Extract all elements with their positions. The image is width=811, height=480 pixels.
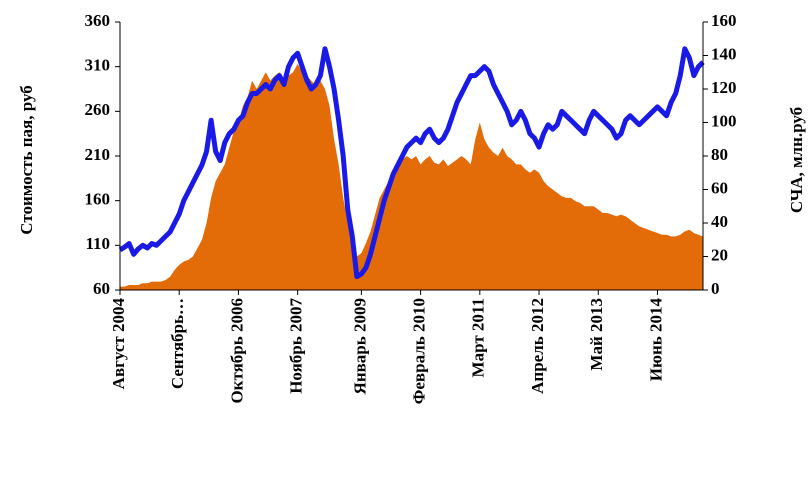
y-tick-label: 60 [93, 279, 110, 298]
line [118, 46, 705, 280]
y-tick-label: 360 [85, 11, 111, 30]
y-tick-label: 160 [85, 190, 111, 209]
x-tick-label: Февраль 2010 [410, 298, 429, 404]
y2-tick-label: 0 [711, 279, 720, 298]
x-tick-label: Сентябрь… [168, 298, 187, 389]
y2-tick-label: 160 [711, 11, 737, 30]
y2-tick-label: 120 [711, 78, 737, 97]
y2-tick-label: 40 [711, 212, 728, 231]
y2-axis-title: СЧА, млн.руб [787, 107, 806, 213]
x-tick-label: Август 2004 [109, 298, 128, 390]
y2-tick-label: 140 [711, 44, 737, 63]
x-tick-label: Октябрь 2006 [227, 298, 246, 404]
y2-tick-label: 80 [711, 145, 728, 164]
y2-tick-label: 20 [711, 245, 728, 264]
y-axis-title: Стоимость пая, руб [17, 85, 36, 234]
area [120, 63, 703, 290]
x-tick-label: Январь 2009 [350, 298, 369, 394]
y-tick-label: 310 [85, 56, 111, 75]
y-tick-label: 210 [85, 145, 111, 164]
x-tick-label: Июнь 2014 [646, 298, 665, 382]
x-tick-label: Май 2013 [587, 298, 606, 371]
x-tick-label: Март 2011 [469, 298, 488, 377]
y-tick-label: 260 [85, 100, 111, 119]
y2-tick-label: 60 [711, 178, 728, 197]
y-tick-label: 110 [85, 234, 110, 253]
x-tick-label: Ноябрь 2007 [287, 298, 306, 394]
x-tick-label: Апрель 2012 [528, 298, 547, 394]
y2-tick-label: 100 [711, 111, 737, 130]
